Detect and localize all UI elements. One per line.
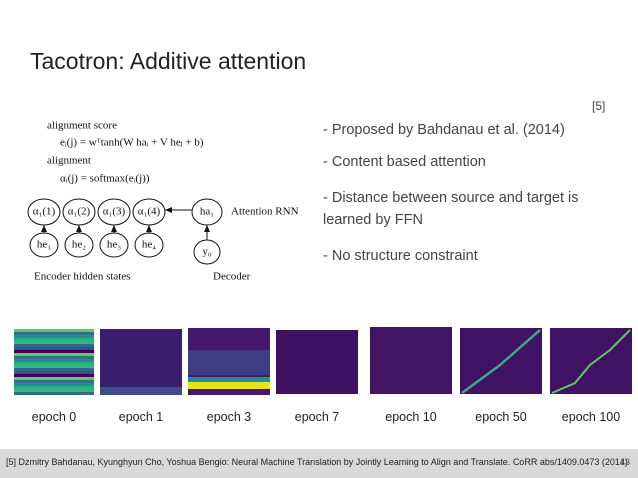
bullet: - Proposed by Bahdanau et al. (2014) bbox=[323, 122, 565, 138]
heatmap-stripe bbox=[14, 365, 94, 368]
heatmap-band bbox=[188, 382, 270, 389]
heatmap-stripe bbox=[14, 338, 94, 341]
epoch-label: epoch 10 bbox=[385, 410, 437, 424]
encoder-caption: Encoder hidden states bbox=[34, 271, 131, 283]
alpha: α₁(2) bbox=[68, 206, 91, 218]
heatmap-stripe bbox=[14, 353, 94, 356]
score-label: alignment score bbox=[47, 120, 117, 132]
encoder-state: he₄ bbox=[142, 239, 156, 251]
attention-maps bbox=[14, 327, 632, 395]
heatmap-stripe bbox=[14, 335, 94, 338]
heatmap bbox=[14, 329, 94, 395]
slide-title: Tacotron: Additive attention bbox=[30, 48, 307, 74]
heatmap-stripe bbox=[14, 329, 94, 332]
alpha: α₁(4) bbox=[138, 206, 161, 218]
heatmap-diagonal bbox=[551, 329, 631, 394]
encoder-state: he₁ bbox=[37, 239, 51, 251]
heatmap-stripe bbox=[14, 371, 94, 374]
decoder-state: ha₁ bbox=[200, 206, 214, 218]
heatmap-stripe bbox=[14, 350, 94, 353]
heatmap-stripe bbox=[14, 347, 94, 350]
diagram-shapes bbox=[27, 198, 223, 265]
footer-text: [5] Dzmitry Bahdanau, Kyunghyun Cho, Yos… bbox=[6, 457, 628, 467]
heatmap-stripe bbox=[14, 341, 94, 344]
heatmap-stripe bbox=[14, 344, 94, 347]
decoder-caption: Decoder bbox=[213, 271, 251, 283]
heatmap-diagonal bbox=[461, 329, 541, 395]
heatmap-stripe bbox=[14, 359, 94, 362]
attention-diagram: alignment score eᵢ(j) = wᵀtanh(W haᵢ + V… bbox=[27, 120, 299, 283]
heatmap bbox=[100, 329, 182, 395]
heatmap-stripe bbox=[14, 392, 94, 395]
alpha: α₁(3) bbox=[103, 206, 126, 218]
heatmap bbox=[550, 328, 632, 394]
bullet: - Content based attention bbox=[323, 154, 486, 170]
epoch-label: epoch 0 bbox=[31, 410, 77, 424]
epoch-label: epoch 50 bbox=[475, 410, 527, 424]
heatmap-band bbox=[100, 387, 182, 395]
heatmap bbox=[276, 330, 358, 394]
footer-bar bbox=[0, 449, 638, 478]
heatmap-stripe bbox=[14, 386, 94, 389]
alignment-label: alignment bbox=[47, 155, 91, 167]
heatmap-stripe bbox=[14, 389, 94, 392]
heatmap-stripe bbox=[14, 332, 94, 335]
bullet: - Distance between source and target is … bbox=[323, 190, 579, 228]
heatmap-stripe bbox=[14, 368, 94, 371]
alpha: α₁(1) bbox=[33, 206, 56, 218]
decoder-input: y₀ bbox=[202, 246, 212, 258]
epoch-label: epoch 7 bbox=[294, 410, 340, 424]
alignment-formula: αᵢ(j) = softmax(eᵢ(j)) bbox=[60, 173, 150, 185]
heatmap-stripe bbox=[14, 383, 94, 386]
heatmap-stripe bbox=[14, 377, 94, 380]
bullet: - No structure constraint bbox=[323, 248, 478, 264]
heatmap-band bbox=[188, 350, 270, 375]
encoder-state: he₃ bbox=[107, 239, 121, 251]
reference: [5] bbox=[592, 99, 606, 113]
epoch-label: epoch 1 bbox=[118, 410, 164, 424]
heatmap-stripe bbox=[14, 362, 94, 365]
page-number: 13 bbox=[620, 457, 631, 467]
heatmap-stripe bbox=[14, 380, 94, 383]
epoch-label: epoch 100 bbox=[561, 410, 621, 424]
attention-rnn: Attention RNN bbox=[231, 206, 299, 218]
heatmap-stripe bbox=[14, 374, 94, 377]
encoder-state: he₂ bbox=[72, 239, 86, 251]
epoch-label: epoch 3 bbox=[206, 410, 252, 424]
heatmap bbox=[370, 327, 452, 394]
heatmap-stripe bbox=[14, 356, 94, 359]
score-formula: eᵢ(j) = wᵀtanh(W haᵢ + V heⱼ + b) bbox=[60, 137, 204, 149]
